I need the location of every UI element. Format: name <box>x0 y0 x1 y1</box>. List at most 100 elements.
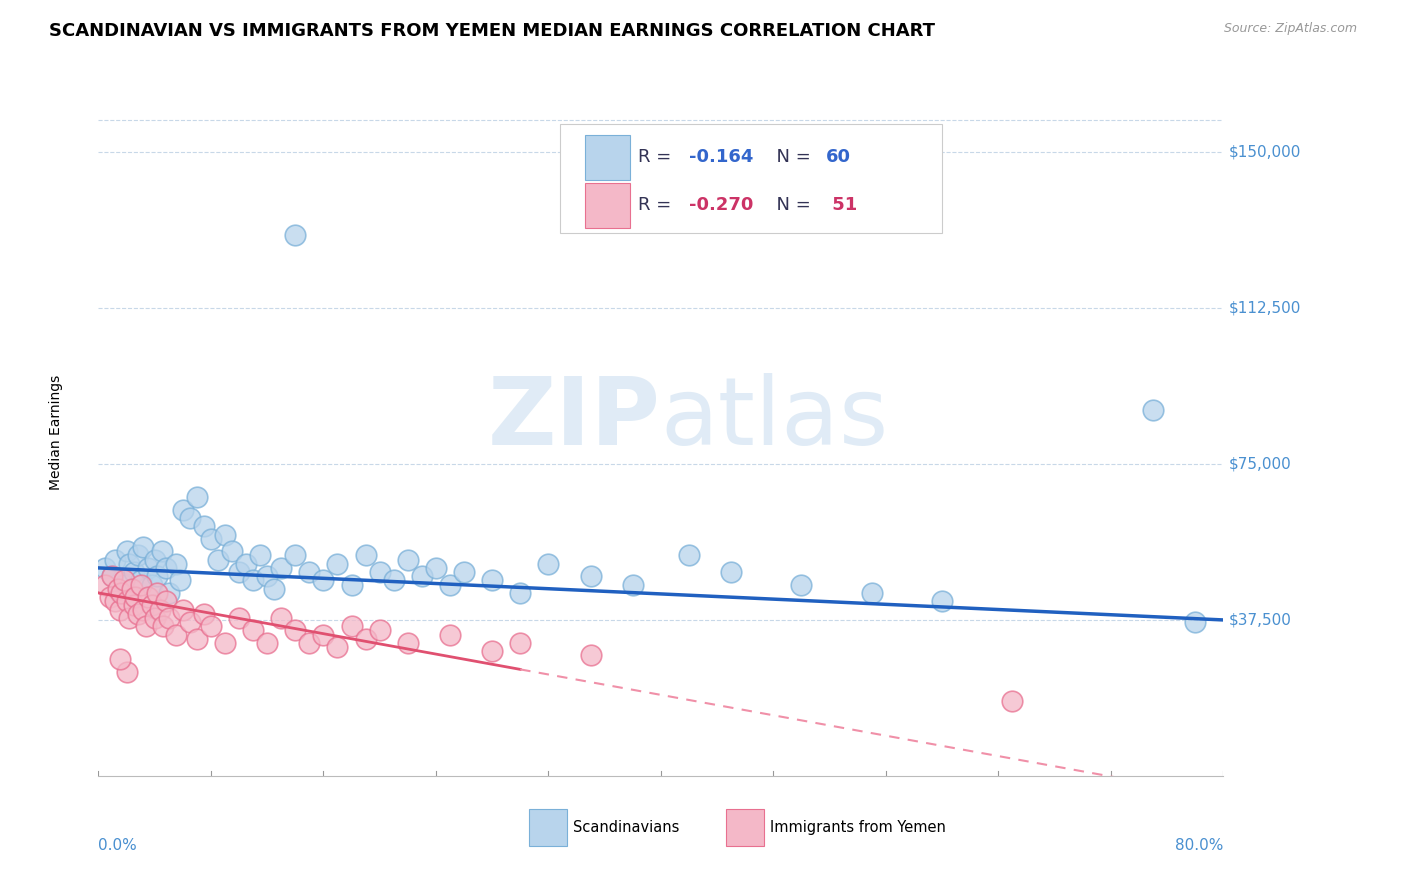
Point <box>790 577 813 591</box>
Point <box>256 569 278 583</box>
Text: Source: ZipAtlas.com: Source: ZipAtlas.com <box>1223 22 1357 36</box>
Point <box>169 574 191 588</box>
Point <box>112 577 135 591</box>
Text: Median Earnings: Median Earnings <box>49 375 63 491</box>
Point <box>509 586 531 600</box>
Point <box>136 590 159 604</box>
Text: $37,500: $37,500 <box>1229 613 1292 627</box>
Point <box>172 602 194 616</box>
Point <box>172 502 194 516</box>
Text: $112,500: $112,500 <box>1229 301 1301 315</box>
Point <box>149 602 172 616</box>
Point <box>678 549 700 563</box>
Point <box>193 607 215 621</box>
Point <box>122 599 145 613</box>
Point <box>104 552 127 566</box>
Text: N =: N = <box>765 148 817 166</box>
Point <box>207 552 229 566</box>
Point <box>284 227 307 242</box>
FancyBboxPatch shape <box>560 123 942 234</box>
Text: SCANDINAVIAN VS IMMIGRANTS FROM YEMEN MEDIAN EARNINGS CORRELATION CHART: SCANDINAVIAN VS IMMIGRANTS FROM YEMEN ME… <box>49 22 935 40</box>
Point <box>284 549 307 563</box>
Point <box>98 590 121 604</box>
Point <box>179 615 201 629</box>
Point <box>124 590 146 604</box>
Point <box>127 607 149 621</box>
Point <box>481 644 503 658</box>
Point <box>214 636 236 650</box>
Point <box>396 552 419 566</box>
Point <box>118 611 141 625</box>
Text: -0.164: -0.164 <box>689 148 754 166</box>
Point <box>1001 694 1024 708</box>
Point <box>621 577 644 591</box>
Point <box>931 594 953 608</box>
Point <box>108 602 131 616</box>
Point <box>453 565 475 579</box>
Point <box>368 624 391 638</box>
Point <box>396 636 419 650</box>
Text: atlas: atlas <box>661 373 889 465</box>
Text: 80.0%: 80.0% <box>1175 838 1223 853</box>
FancyBboxPatch shape <box>725 809 765 847</box>
Point <box>157 611 180 625</box>
Text: 60: 60 <box>827 148 851 166</box>
Point <box>340 619 363 633</box>
Point <box>263 582 285 596</box>
Text: Scandinavians: Scandinavians <box>574 820 679 835</box>
Point <box>165 557 187 571</box>
Point <box>228 565 250 579</box>
Text: 0.0%: 0.0% <box>98 838 138 853</box>
Point <box>132 540 155 554</box>
Point <box>720 565 742 579</box>
FancyBboxPatch shape <box>585 183 630 227</box>
Text: Immigrants from Yemen: Immigrants from Yemen <box>770 820 946 835</box>
Point <box>141 577 163 591</box>
Point <box>107 582 129 596</box>
Point <box>165 627 187 641</box>
Point <box>186 490 208 504</box>
Point <box>94 561 117 575</box>
Point <box>193 519 215 533</box>
Point <box>146 569 169 583</box>
Point <box>579 648 602 663</box>
Point <box>136 561 159 575</box>
Point <box>118 557 141 571</box>
Point <box>115 544 138 558</box>
Point <box>326 557 349 571</box>
Point <box>155 561 177 575</box>
Point <box>108 652 131 666</box>
Text: -0.270: -0.270 <box>689 196 754 214</box>
Point <box>122 565 145 579</box>
Point <box>411 569 433 583</box>
Point <box>135 619 157 633</box>
Point <box>112 574 135 588</box>
Point <box>481 574 503 588</box>
Point <box>101 569 124 583</box>
Point <box>537 557 560 571</box>
Point <box>249 549 271 563</box>
Point <box>439 627 461 641</box>
Point <box>115 665 138 679</box>
Point <box>312 574 335 588</box>
Point <box>200 619 222 633</box>
Point <box>115 594 138 608</box>
Point <box>439 577 461 591</box>
Point <box>214 527 236 541</box>
Point <box>129 574 152 588</box>
Point <box>509 636 531 650</box>
Point <box>312 627 335 641</box>
Text: R =: R = <box>638 148 678 166</box>
Point <box>242 624 264 638</box>
Point <box>186 632 208 646</box>
Point <box>179 511 201 525</box>
Point <box>1184 615 1206 629</box>
Point <box>141 599 163 613</box>
Point <box>298 636 321 650</box>
Point <box>143 611 166 625</box>
Point <box>110 586 132 600</box>
Point <box>354 549 377 563</box>
Text: ZIP: ZIP <box>488 373 661 465</box>
Point <box>108 586 131 600</box>
Point <box>425 561 447 575</box>
